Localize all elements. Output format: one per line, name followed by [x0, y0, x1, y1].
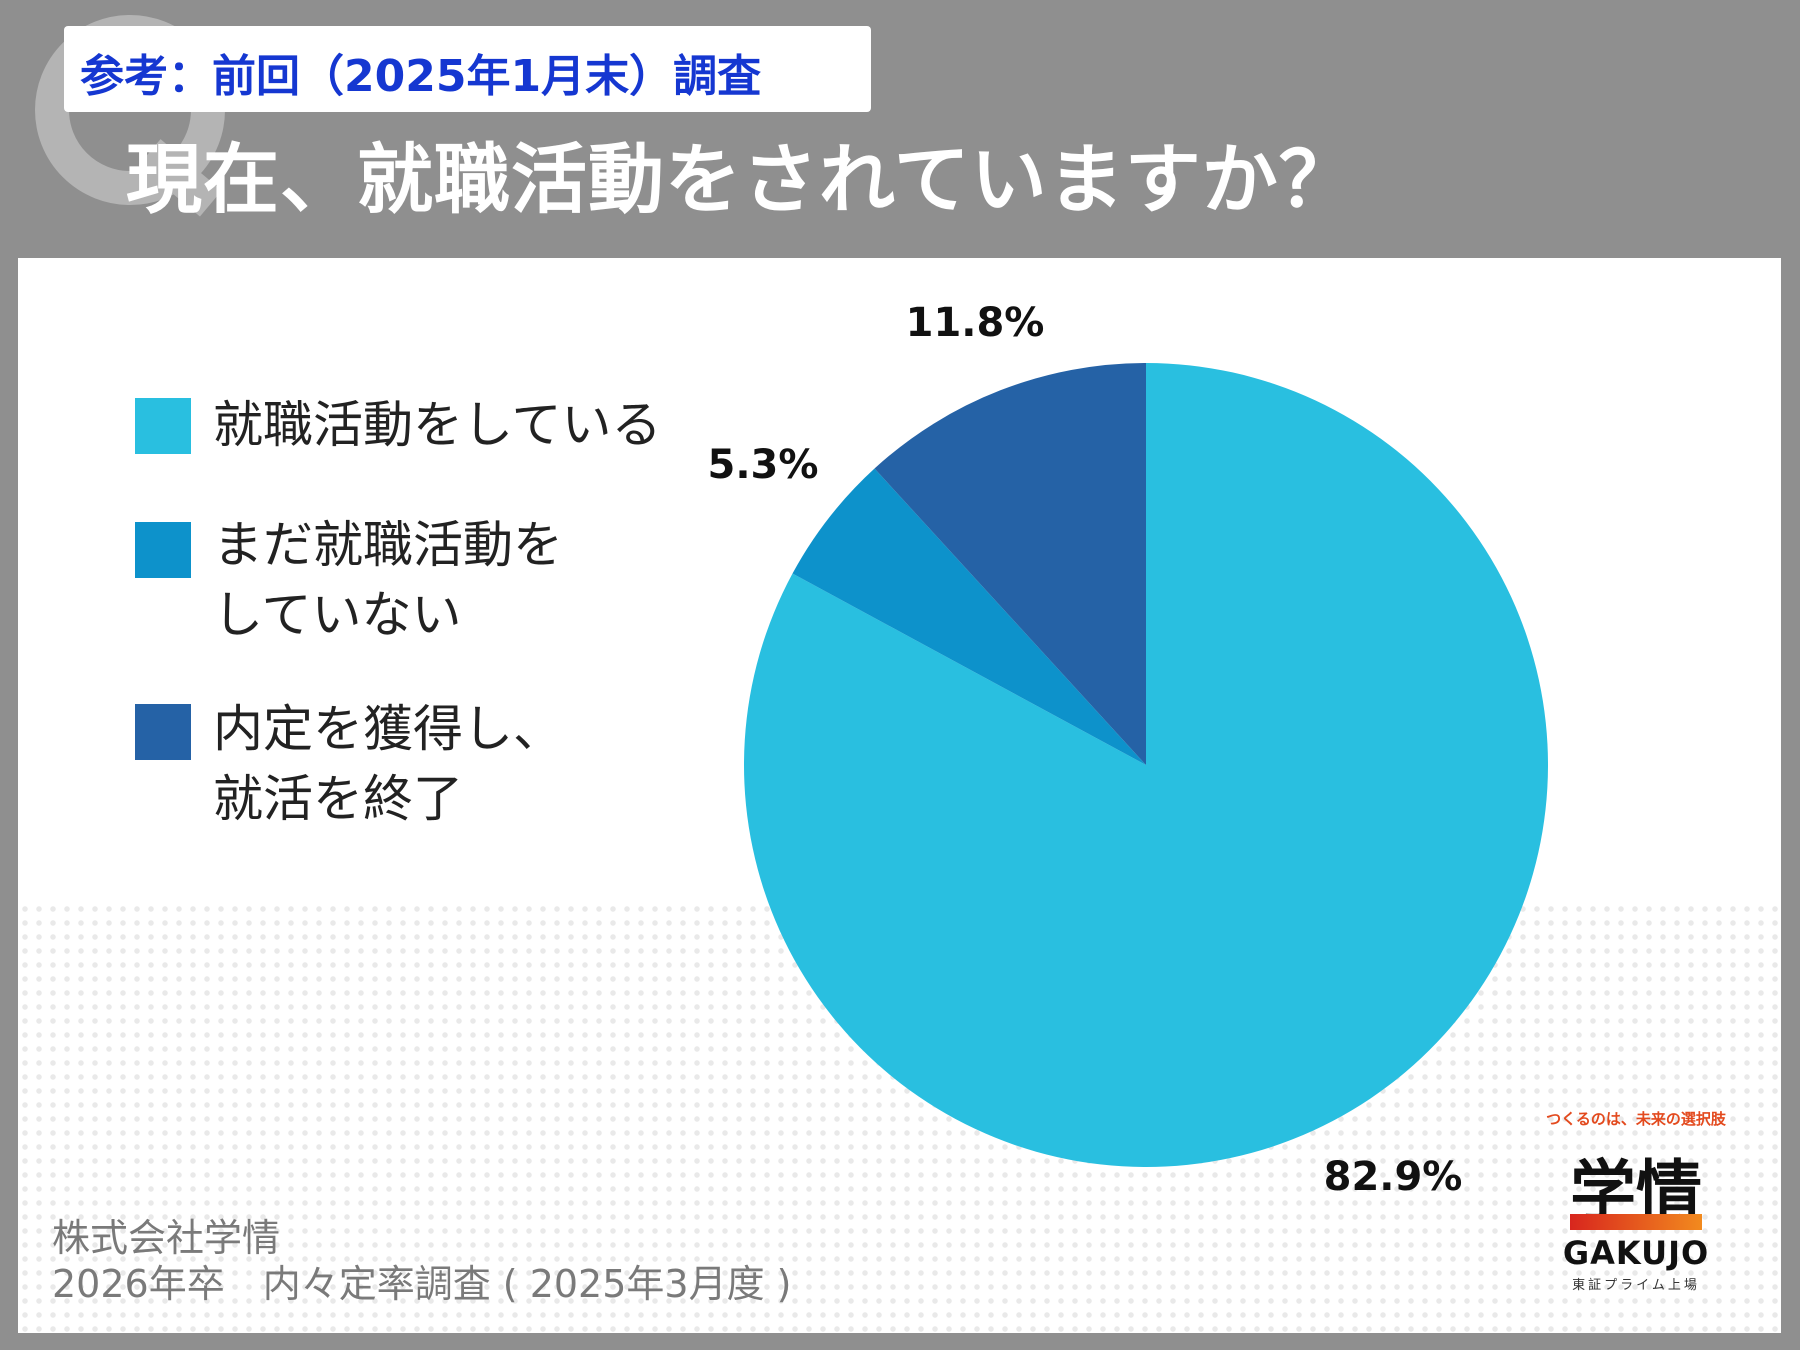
- slice-value-label: 5.3%: [708, 442, 819, 488]
- legend-swatch: [135, 522, 191, 578]
- legend-label-line: 就職活動をしている: [213, 396, 662, 454]
- legend-label-line: 内定を獲得し、: [213, 700, 563, 758]
- logo-gradient-bar: [1570, 1214, 1702, 1230]
- logo-english: GAKUJO: [1562, 1234, 1710, 1272]
- logo-listing: 東証プライム上場: [1572, 1278, 1700, 1293]
- question-title: 現在、就職活動をされていますか？: [126, 135, 1356, 224]
- reference-badge: 参考：前回（2025年1月末）調査: [64, 26, 871, 112]
- pie-slice: [792, 468, 1146, 765]
- pie-slice: [874, 363, 1146, 765]
- legend-swatch: [135, 704, 191, 760]
- footer-survey: 2026年卒 内々定率調査 ( 2025年3月度 ): [52, 1262, 792, 1306]
- gakujo-logo: つくるのは、未来の選択肢 学情 GAKUJO 東証プライム上場: [1536, 1102, 1736, 1302]
- legend-label: まだ就職活動を していない: [213, 510, 563, 650]
- logo-tagline: つくるのは、未来の選択肢: [1546, 1110, 1726, 1128]
- reference-label: 参考：前回（2025年1月末）調査: [80, 51, 762, 102]
- legend-label: 就職活動をしている: [213, 390, 662, 460]
- legend-label-line: 就活を終了: [213, 770, 463, 828]
- legend-label: 内定を獲得し、 就活を終了: [213, 694, 563, 834]
- slice-value-label: 82.9%: [1324, 1154, 1463, 1200]
- slice-value-label: 11.8%: [906, 300, 1045, 346]
- legend-label-line: していない: [213, 586, 462, 644]
- legend-swatch: [135, 398, 191, 454]
- legend-label-line: まだ就職活動を: [213, 516, 563, 574]
- footer-company: 株式会社学情: [52, 1216, 281, 1260]
- footer: 株式会社学情 2026年卒 内々定率調査 ( 2025年3月度 ): [52, 1215, 791, 1307]
